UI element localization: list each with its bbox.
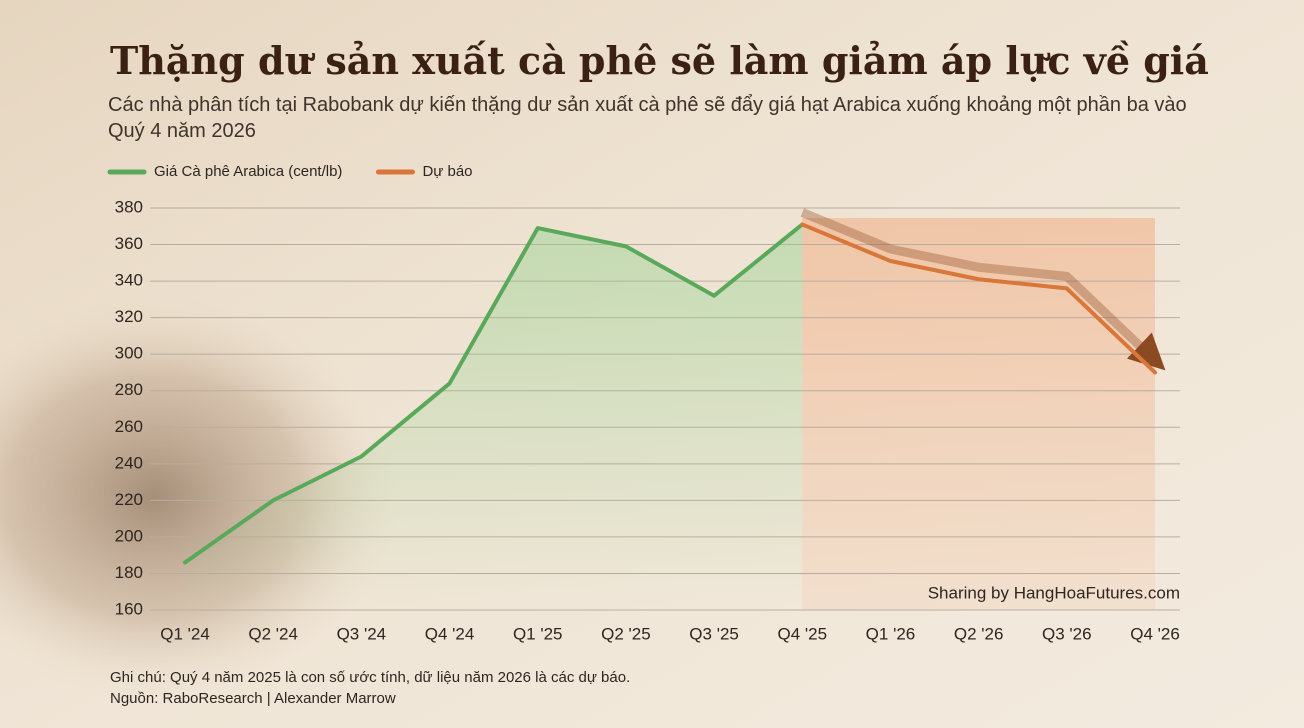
legend-label: Dự báo <box>422 163 472 180</box>
y-tick-label: 280 <box>115 380 143 399</box>
x-tick-label: Q1 '25 <box>513 624 563 643</box>
line-shadow <box>800 208 1166 371</box>
x-tick-label: Q2 '26 <box>954 624 1004 643</box>
x-tick-label: Q2 '25 <box>601 624 651 643</box>
y-tick-label: 220 <box>115 490 143 509</box>
y-tick-label: 180 <box>115 563 143 582</box>
y-tick-label: 340 <box>115 271 143 290</box>
watermark: Sharing by HangHoaFutures.com <box>928 583 1180 602</box>
note: Ghi chú: Quý 4 năm 2025 là con số ước tí… <box>110 669 630 686</box>
legend-label: Giá Cà phê Arabica (cent/lb) <box>154 163 342 180</box>
y-tick-label: 360 <box>115 234 143 253</box>
x-tick-label: Q2 '24 <box>248 624 298 643</box>
x-tick-label: Q4 '24 <box>425 624 475 643</box>
x-tick-label: Q4 '26 <box>1130 624 1180 643</box>
y-tick-label: 260 <box>115 417 143 436</box>
y-tick-label: 200 <box>115 526 143 545</box>
y-tick-label: 240 <box>115 453 143 472</box>
x-tick-label: Q4 '25 <box>777 624 827 643</box>
x-tick-label: Q3 '24 <box>337 624 387 643</box>
y-tick-label: 300 <box>115 344 143 363</box>
subtitle-box: Các nhà phân tích tại Rabobank dự kiến t… <box>108 94 1187 142</box>
area <box>185 224 803 611</box>
source: Nguồn: RaboResearch | Alexander Marrow <box>110 690 396 707</box>
x-tick-label: Q3 '25 <box>689 624 739 643</box>
y-tick-label: 160 <box>115 599 143 618</box>
chart-subtitle: Các nhà phân tích tại Rabobank dự kiến t… <box>108 94 1187 142</box>
line <box>183 222 805 565</box>
y-tick-label: 320 <box>115 307 143 326</box>
chart-title: Thặng dư sản xuất cà phê sẽ làm giảm áp … <box>110 38 1209 83</box>
x-tick-label: Q1 '26 <box>866 624 916 643</box>
x-tick-label: Q3 '26 <box>1042 624 1092 643</box>
y-tick-label: 380 <box>115 197 143 216</box>
forecast-band <box>802 218 1155 610</box>
x-tick-label: Q1 '24 <box>160 624 210 643</box>
line <box>800 222 1157 375</box>
